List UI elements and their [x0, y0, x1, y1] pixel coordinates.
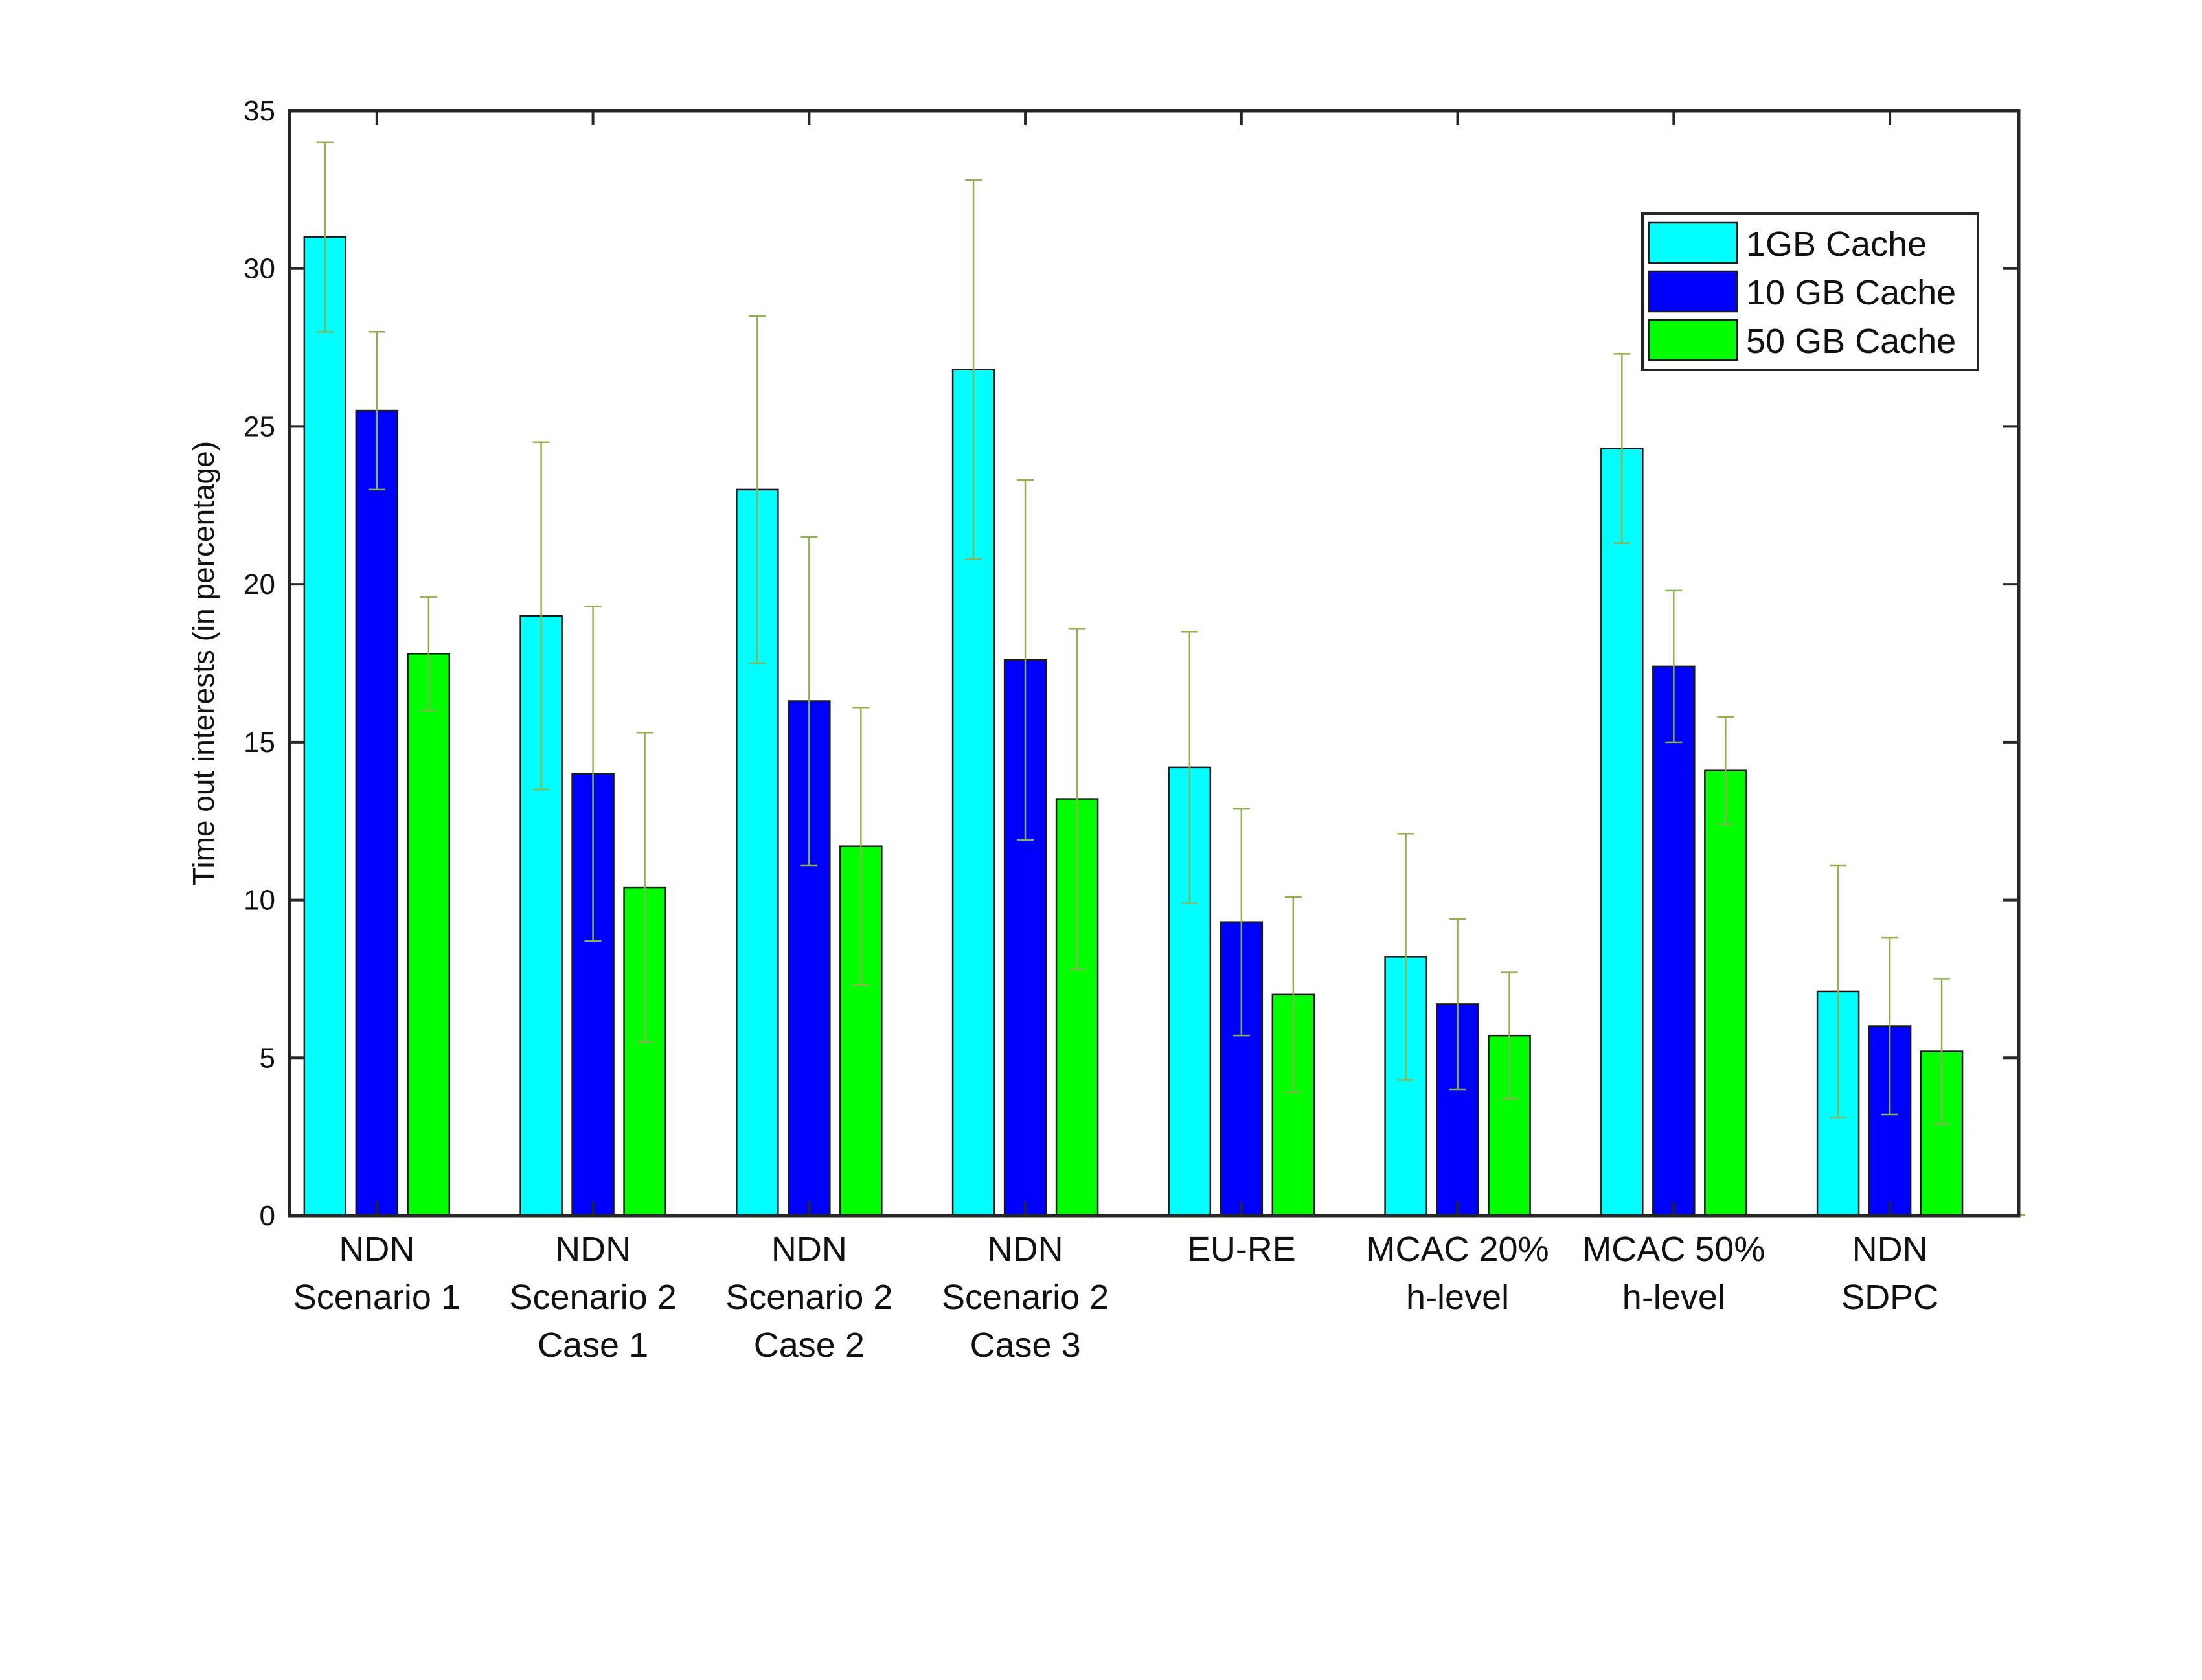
- x-category-label-line: Scenario 2: [725, 1278, 892, 1317]
- legend-label-2: 10 GB Cache: [1746, 273, 1956, 312]
- x-category-label: NDN Scenario 1: [293, 1230, 460, 1317]
- y-tick-label: 15: [244, 727, 275, 758]
- errorbar-2-4: [1017, 479, 1034, 841]
- labels-layer: 0 5 10 15 20 25 30 35 NDN Scenario 1 NDN Scenario 2…: [244, 95, 1938, 1365]
- x-category-label-line: NDN: [988, 1230, 1063, 1269]
- errorbar-1-1: [316, 141, 334, 333]
- x-category-label-line: NDN: [771, 1230, 847, 1269]
- y-tick-label: 0: [260, 1200, 275, 1232]
- x-category-label-line: Scenario 1: [293, 1278, 460, 1317]
- y-tick-label: 35: [244, 95, 275, 127]
- bar-1-3: [736, 488, 779, 1217]
- x-category-label-line: Case 2: [754, 1326, 865, 1365]
- x-category-label: EU-RE: [1187, 1230, 1296, 1269]
- errorbar-2-1: [368, 330, 385, 491]
- errorbar-1-4: [965, 179, 982, 560]
- x-category-label: NDN Scenario 2 Case 3: [942, 1230, 1109, 1365]
- errorbar-3-3: [852, 706, 870, 986]
- legend-swatch-3: [1648, 319, 1738, 361]
- x-category-label-line: MCAC 20%: [1367, 1230, 1549, 1269]
- errorbar-3-5: [1284, 896, 1302, 1094]
- y-axis-label: Time out interests (in percentage): [187, 441, 220, 885]
- y-tick-label: 5: [260, 1042, 275, 1074]
- legend-swatch-2: [1648, 270, 1738, 313]
- x-category-label-line: SDPC: [1841, 1278, 1938, 1317]
- x-category-label: NDN Scenario 2 Case 1: [509, 1230, 676, 1365]
- ticks-layer: [289, 109, 2019, 1217]
- legend-swatch-1: [1648, 221, 1738, 264]
- x-category-label-line: h-level: [1622, 1278, 1725, 1317]
- bars-layer: [303, 236, 1964, 1217]
- bar-1-1: [303, 236, 347, 1217]
- y-tick-label: 20: [244, 569, 275, 600]
- errorbar-1-6: [1397, 832, 1414, 1081]
- errorbar-1-8: [1830, 864, 1847, 1119]
- errorbar-1-3: [749, 315, 766, 664]
- errorbar-2-2: [584, 606, 602, 942]
- x-category-label-line: Case 3: [970, 1326, 1081, 1365]
- errorbar-1-7: [1613, 353, 1631, 545]
- x-category-label-line: h-level: [1406, 1278, 1509, 1317]
- errorbar-3-2: [636, 731, 653, 1043]
- bar-2-8: [1868, 1025, 1912, 1217]
- legend-label-1: 1GB Cache: [1746, 225, 1927, 264]
- x-category-label: NDN SDPC: [1841, 1230, 1938, 1317]
- y-tick-label: 30: [244, 253, 275, 285]
- axes-box: [288, 109, 2021, 1218]
- errorbar-2-5: [1232, 807, 1250, 1037]
- errorbar-3-1: [420, 596, 437, 712]
- x-category-label-line: NDN: [339, 1230, 414, 1269]
- bar-3-1: [407, 653, 451, 1217]
- bar-2-7: [1652, 665, 1696, 1217]
- x-category-label-line: Scenario 2: [509, 1278, 676, 1317]
- errorbar-3-8: [1933, 978, 1951, 1125]
- errorbar-2-8: [1881, 936, 1899, 1116]
- errorbar-3-6: [1501, 971, 1518, 1100]
- y-tick-label: 25: [244, 411, 275, 442]
- errorbar-2-3: [800, 536, 818, 867]
- x-category-label-line: NDN: [555, 1230, 631, 1269]
- legend-label-3: 50 GB Cache: [1746, 322, 1956, 361]
- x-category-label: NDN Scenario 2 Case 2: [725, 1230, 892, 1365]
- x-category-label-line: Case 1: [538, 1326, 648, 1365]
- x-category-label: MCAC 20% h-level: [1367, 1230, 1549, 1317]
- errorbar-2-6: [1449, 918, 1466, 1091]
- errorbar-3-4: [1069, 628, 1086, 971]
- errorbar-1-2: [532, 441, 550, 791]
- errorbar-1-5: [1181, 631, 1198, 904]
- y-tick-label: 10: [244, 885, 275, 916]
- x-category-label-line: NDN: [1852, 1230, 1928, 1269]
- bar-2-1: [355, 409, 399, 1217]
- x-category-label-line: Scenario 2: [942, 1278, 1109, 1317]
- x-category-label: MCAC 50% h-level: [1582, 1230, 1765, 1317]
- bar-3-7: [1704, 769, 1747, 1217]
- x-category-label-line: EU-RE: [1187, 1230, 1296, 1269]
- bar-1-7: [1600, 448, 1644, 1217]
- legend: 1GB Cache 10 GB Cache 50 GB Cache: [1641, 212, 1979, 371]
- errorbar-2-7: [1665, 589, 1683, 744]
- x-category-label-line: MCAC 50%: [1582, 1230, 1765, 1269]
- errorbar-3-7: [1717, 716, 1734, 825]
